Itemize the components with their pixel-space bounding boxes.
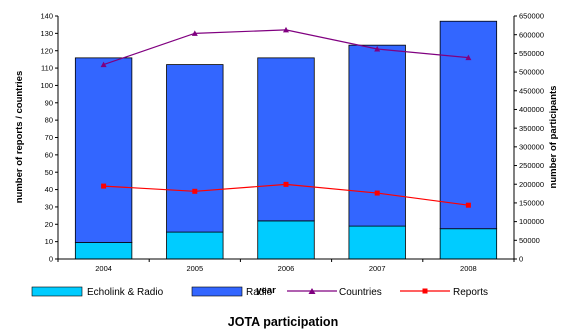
bar-echolink-radio-2006	[257, 220, 315, 260]
left-tick-label: 120	[40, 46, 53, 55]
left-tick-label: 10	[45, 237, 53, 246]
left-tick-label: 0	[49, 255, 53, 264]
bar-echolink-radio-2007	[348, 225, 406, 260]
bar-radio-2008	[439, 20, 498, 230]
x-tick-label: 2005	[186, 264, 203, 273]
point-reports-2005	[192, 188, 198, 194]
left-tick-label: 140	[40, 12, 53, 21]
bar-radio-2005	[166, 64, 224, 233]
right-tick-label: 550000	[519, 49, 544, 58]
bar-radio-2006	[257, 57, 315, 222]
legend: Echolink & Radio Radio Countries Reports	[31, 286, 488, 298]
left-tick-label: 110	[41, 64, 53, 73]
left-tick-label: 20	[45, 220, 53, 229]
x-tick-label: 2004	[95, 264, 112, 273]
bar-echolink-radio-2005	[166, 231, 224, 260]
chart-title: JOTA participation	[228, 315, 338, 329]
left-tick-label: 100	[40, 81, 53, 90]
legend-swatch-echolink-radio	[31, 286, 83, 297]
legend-swatch-radio	[191, 286, 243, 297]
point-countries-2005	[191, 30, 198, 36]
legend-label-echolink-radio: Echolink & Radio	[87, 287, 164, 298]
legend-label-reports: Reports	[453, 287, 488, 298]
point-countries-2006	[283, 26, 289, 33]
right-tick-label: 300000	[519, 142, 544, 151]
x-tick-label: 2007	[369, 264, 386, 273]
right-tick-label: 0	[519, 255, 523, 264]
right-tick-labels: 0 50000 100000 150000 200000 250000 300000 3500…	[514, 12, 544, 264]
point-reports-2007	[374, 190, 380, 196]
point-reports-2004	[101, 183, 107, 189]
point-countries-2004	[100, 61, 107, 68]
legend-label-radio: Radio	[246, 287, 273, 298]
point-countries-2008	[465, 54, 472, 61]
right-tick-label: 450000	[519, 86, 544, 95]
bar-radio-2004	[74, 57, 133, 243]
left-tick-label: 50	[45, 168, 53, 177]
lines-layer	[100, 26, 472, 208]
right-tick-label: 50000	[519, 236, 540, 245]
x-tick-labels: 2004 2005 2006 2007 2008	[57, 259, 515, 273]
left-tick-label: 60	[45, 150, 53, 159]
y-axis-label-right: number of participants	[548, 86, 559, 189]
bar-echolink-radio-2004	[74, 242, 133, 260]
point-countries-2007	[374, 45, 381, 52]
y-axis-label-left: number of reports / countries	[14, 71, 25, 204]
legend-marker-reports	[422, 288, 428, 294]
bars-layer	[74, 20, 498, 260]
left-tick-label: 70	[45, 133, 53, 142]
x-axis-label: year	[256, 285, 276, 296]
point-reports-2006	[283, 181, 289, 187]
bar-radio-2007	[348, 44, 406, 227]
left-tick-label: 80	[45, 116, 53, 125]
left-tick-labels: 0 10 20 30 40 50 60 70 80 90 100 110 120 130 140	[40, 12, 58, 264]
bar-echolink-radio-2008	[439, 228, 498, 260]
right-tick-label: 100000	[519, 217, 544, 226]
x-tick-label: 2008	[460, 264, 477, 273]
left-tick-label: 90	[45, 98, 53, 107]
right-tick-label: 600000	[519, 30, 544, 39]
legend-label-countries: Countries	[339, 287, 382, 298]
right-tick-label: 400000	[519, 105, 544, 114]
right-tick-label: 200000	[519, 180, 544, 189]
right-tick-label: 150000	[519, 199, 544, 208]
right-tick-label: 500000	[519, 68, 544, 77]
right-tick-label: 350000	[519, 124, 544, 133]
legend-marker-countries	[308, 288, 316, 294]
point-reports-2008	[465, 202, 471, 208]
right-tick-label: 650000	[519, 12, 544, 21]
x-tick-label: 2006	[278, 264, 295, 273]
left-tick-label: 40	[45, 185, 53, 194]
left-tick-label: 130	[40, 29, 53, 38]
right-tick-label: 250000	[519, 161, 544, 170]
left-tick-label: 30	[45, 203, 53, 212]
